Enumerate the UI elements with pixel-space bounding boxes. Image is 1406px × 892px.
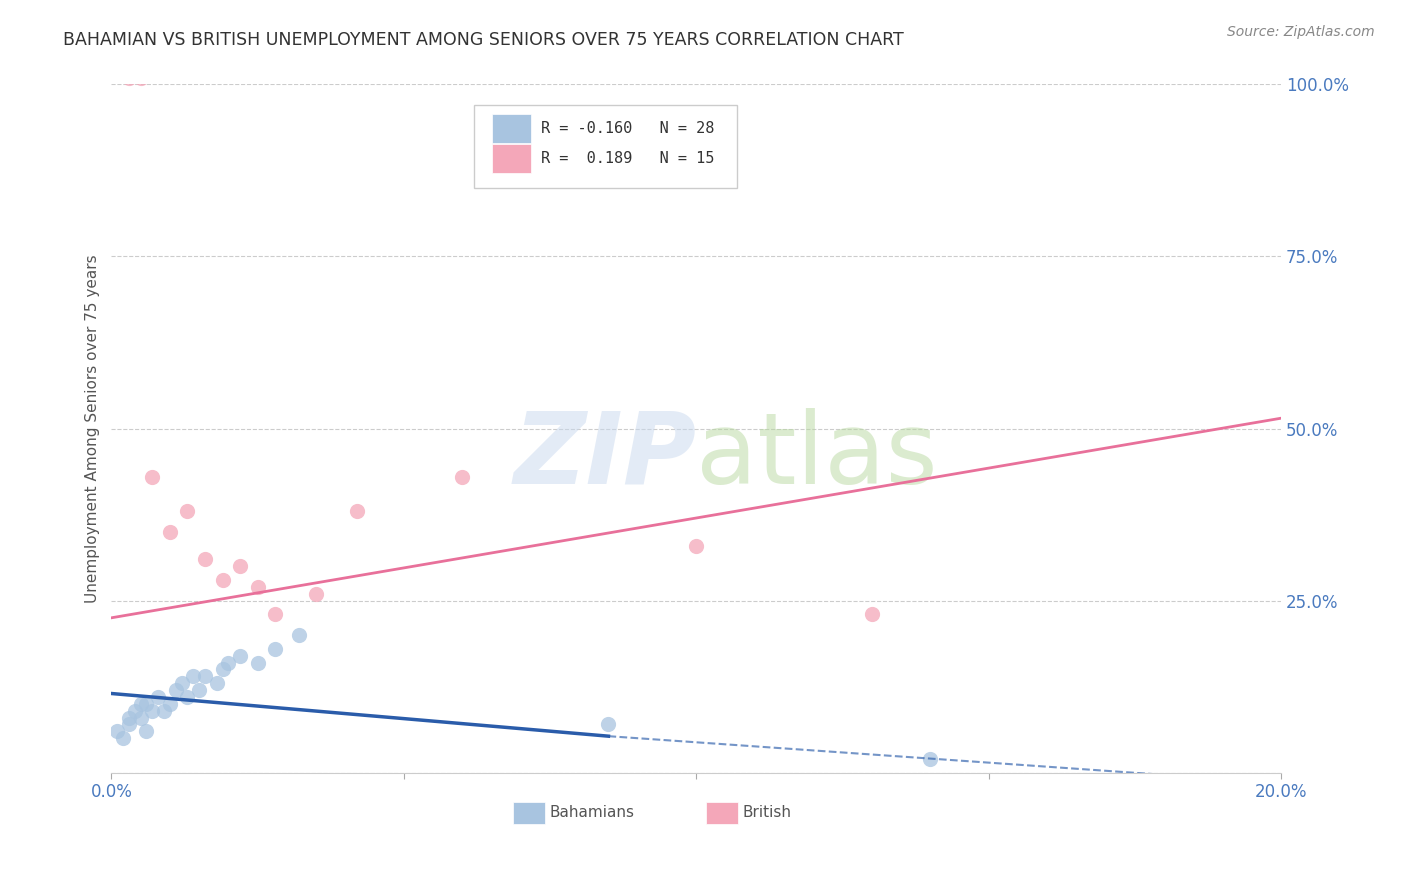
Point — [188, 683, 211, 698]
Point — [264, 607, 287, 622]
Point — [141, 704, 163, 718]
Point — [451, 469, 474, 483]
Point — [287, 628, 309, 642]
Point — [194, 552, 217, 566]
Point — [229, 559, 252, 574]
Point — [194, 669, 217, 683]
Text: atlas: atlas — [696, 408, 938, 505]
Point — [685, 539, 707, 553]
Point — [135, 697, 157, 711]
FancyBboxPatch shape — [492, 145, 531, 173]
Point — [346, 504, 368, 518]
Point — [246, 580, 269, 594]
Point — [148, 690, 170, 704]
Point — [211, 573, 233, 587]
Point — [264, 641, 287, 656]
Point — [229, 648, 252, 663]
Text: R =  0.189   N = 15: R = 0.189 N = 15 — [541, 152, 714, 166]
Point — [129, 70, 152, 85]
Text: R = -0.160   N = 28: R = -0.160 N = 28 — [541, 121, 714, 136]
Text: BAHAMIAN VS BRITISH UNEMPLOYMENT AMONG SENIORS OVER 75 YEARS CORRELATION CHART: BAHAMIAN VS BRITISH UNEMPLOYMENT AMONG S… — [63, 31, 904, 49]
Point — [153, 704, 176, 718]
Text: British: British — [742, 805, 792, 820]
FancyBboxPatch shape — [492, 114, 531, 143]
Point — [159, 524, 181, 539]
Text: Bahamians: Bahamians — [550, 805, 636, 820]
Text: ZIP: ZIP — [513, 408, 696, 505]
Point — [305, 587, 328, 601]
Point — [141, 469, 163, 483]
Point — [124, 704, 146, 718]
Point — [920, 752, 942, 766]
Point — [211, 662, 233, 676]
Point — [159, 697, 181, 711]
Point — [105, 724, 128, 739]
Point — [170, 676, 193, 690]
Point — [598, 717, 620, 731]
FancyBboxPatch shape — [474, 105, 737, 187]
Point — [217, 656, 239, 670]
Point — [165, 683, 187, 698]
Point — [129, 697, 152, 711]
Point — [860, 607, 883, 622]
Point — [176, 504, 198, 518]
Point — [118, 710, 141, 724]
Point — [129, 710, 152, 724]
Point — [135, 724, 157, 739]
Text: Source: ZipAtlas.com: Source: ZipAtlas.com — [1227, 25, 1375, 39]
FancyBboxPatch shape — [513, 802, 546, 823]
Point — [118, 717, 141, 731]
Point — [205, 676, 228, 690]
Y-axis label: Unemployment Among Seniors over 75 years: Unemployment Among Seniors over 75 years — [86, 254, 100, 603]
Point — [181, 669, 204, 683]
FancyBboxPatch shape — [706, 802, 738, 823]
Point — [176, 690, 198, 704]
Point — [118, 70, 141, 85]
Point — [246, 656, 269, 670]
Point — [112, 731, 135, 746]
